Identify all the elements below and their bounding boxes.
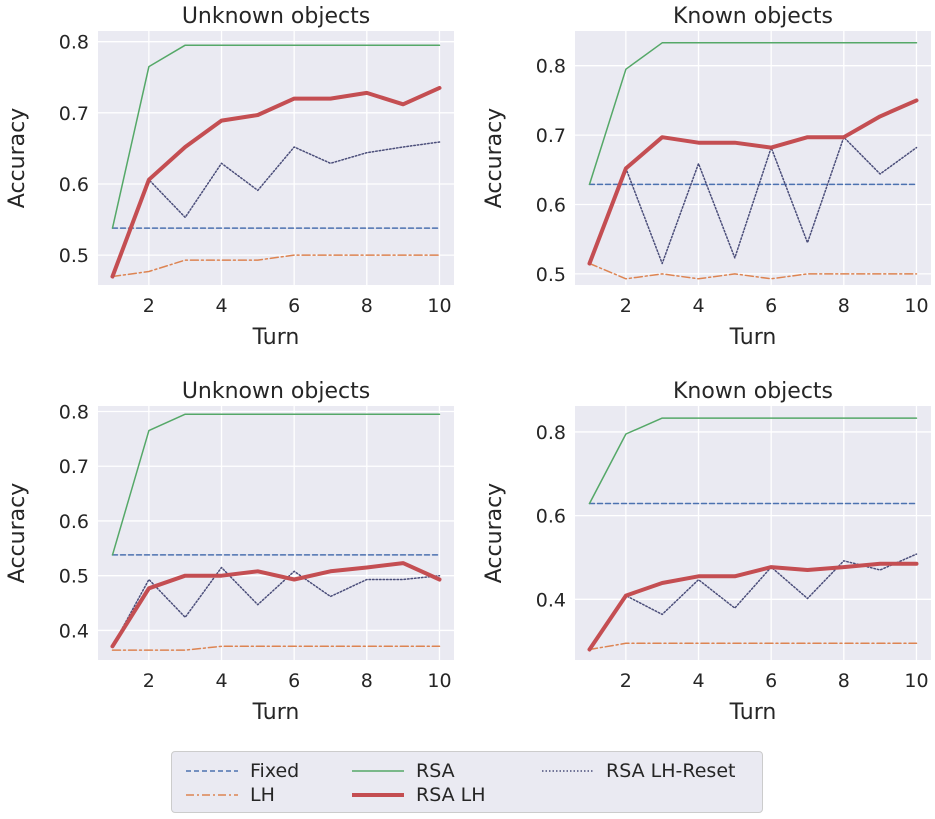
chart-title: Unknown objects: [182, 4, 370, 29]
y-tick-label: 0.8: [59, 32, 89, 54]
x-tick-label: 10: [427, 670, 451, 692]
x-tick-label: 8: [361, 670, 373, 692]
y-tick-label: 0.6: [536, 506, 566, 528]
y-tick-label: 0.5: [59, 245, 89, 267]
x-tick-label: 4: [215, 295, 227, 317]
series-group: [587, 417, 919, 652]
x-tick-label: 6: [288, 295, 300, 317]
series-line-rsa-lh-reset: [588, 136, 918, 265]
y-axis-label: Accuracy: [5, 483, 30, 583]
chart-title: Unknown objects: [182, 379, 370, 404]
chart-title: Known objects: [673, 379, 833, 404]
x-axis-label: Turn: [252, 700, 300, 725]
series-group: [110, 413, 442, 651]
series-line-rsa: [111, 44, 441, 229]
subplot-1: 2 4 6 8 10 0.5 0.6 0.7 0.8 Unknown objects Turn Acc…: [5, 4, 454, 350]
series-line-rsa: [588, 42, 918, 186]
y-axis-label: Accuracy: [5, 108, 30, 208]
x-tick-label: 4: [215, 670, 227, 692]
x-tick-label: 6: [765, 670, 777, 692]
y-tick-label: 0.6: [59, 511, 89, 533]
x-axis-label: Turn: [729, 325, 777, 350]
y-tick-label: 0.4: [59, 620, 89, 642]
x-tick-label: 10: [427, 295, 451, 317]
series-line-lh: [111, 645, 441, 651]
legend-item-rsa: RSA: [350, 760, 455, 782]
x-tick-label: 8: [838, 295, 850, 317]
x-axis-label: Turn: [729, 700, 777, 725]
y-tick-label: 0.7: [59, 456, 89, 478]
legend-label-rsa: RSA: [416, 760, 455, 782]
y-tick-label: 0.5: [536, 264, 566, 286]
series-line-rsa: [111, 413, 441, 556]
y-tick-label: 0.8: [59, 401, 89, 423]
subplot-4: 2 4 6 8 10 0.4 0.6 0.8 Known objects Turn Accuracy: [482, 379, 931, 725]
y-tick-label: 0.8: [536, 56, 566, 78]
subplot-3: 2 4 6 8 10 0.4 0.5 0.6 0.7 0.8 Unknown objects Turn…: [5, 379, 454, 725]
series-line-rsa-lh-reset: [111, 141, 441, 278]
plot-area: [98, 406, 454, 660]
y-tick-label: 0.7: [536, 125, 566, 147]
legend-swatch-fixed: [186, 770, 238, 772]
series-group: [110, 44, 442, 279]
legend-swatch-lh: [186, 794, 238, 796]
x-tick-label: 4: [692, 670, 704, 692]
x-tick-label: 2: [143, 295, 155, 317]
y-tick-label: 0.4: [536, 589, 566, 611]
x-tick-label: 4: [692, 295, 704, 317]
legend-label-fixed: Fixed: [250, 760, 300, 782]
series-line-lh: [588, 642, 918, 651]
y-tick-label: 0.6: [536, 194, 566, 216]
y-tick-label: 0.8: [536, 422, 566, 444]
x-tick-label: 2: [620, 670, 632, 692]
legend-label-rsa-lh-reset: RSA LH-Reset: [606, 760, 736, 782]
chart-title: Known objects: [673, 4, 833, 29]
y-tick-label: 0.6: [59, 174, 89, 196]
y-tick-label: 0.5: [59, 566, 89, 588]
series-line-rsa-lh: [110, 561, 442, 649]
legend-swatch-rsa-lh: [352, 793, 404, 797]
legend-label-rsa-lh: RSA LH: [416, 784, 486, 806]
series-line-rsa-lh-reset: [111, 566, 441, 648]
x-tick-label: 2: [620, 295, 632, 317]
plot-area: [98, 31, 454, 285]
series-line-lh: [111, 254, 441, 278]
series-line-rsa-lh: [587, 98, 919, 266]
x-tick-label: 10: [904, 295, 928, 317]
series-group: [587, 42, 919, 280]
legend-item-rsa-lh-reset: RSA LH-Reset: [540, 760, 735, 782]
legend-item-fixed: Fixed: [184, 760, 299, 782]
series-line-rsa: [588, 417, 918, 505]
subplot-2: 2 4 6 8 10 0.5 0.6 0.7 0.8 Known objects Turn Accur…: [482, 4, 931, 350]
x-tick-label: 6: [765, 295, 777, 317]
x-tick-label: 6: [288, 670, 300, 692]
y-tick-label: 0.7: [59, 103, 89, 125]
x-tick-label: 2: [143, 670, 155, 692]
legend-swatch-rsa-lh-reset: [542, 770, 594, 772]
series-line-rsa-lh: [110, 85, 442, 279]
legend-swatch-rsa: [352, 770, 404, 772]
series-line-lh: [588, 262, 918, 280]
legend-item-lh: LH: [184, 784, 275, 806]
plot-area: [575, 31, 931, 285]
legend-item-rsa-lh: RSA LH: [350, 784, 486, 806]
plot-area: [575, 406, 931, 660]
legend: Fixed LH RSA RSA LH RSA LH-Reset: [171, 751, 763, 813]
series-line-rsa-lh: [587, 561, 919, 652]
y-axis-label: Accuracy: [482, 108, 507, 208]
x-axis-label: Turn: [252, 325, 300, 350]
x-tick-label: 10: [904, 670, 928, 692]
x-tick-label: 8: [361, 295, 373, 317]
y-axis-label: Accuracy: [482, 483, 507, 583]
x-tick-label: 8: [838, 670, 850, 692]
legend-label-lh: LH: [250, 784, 275, 806]
